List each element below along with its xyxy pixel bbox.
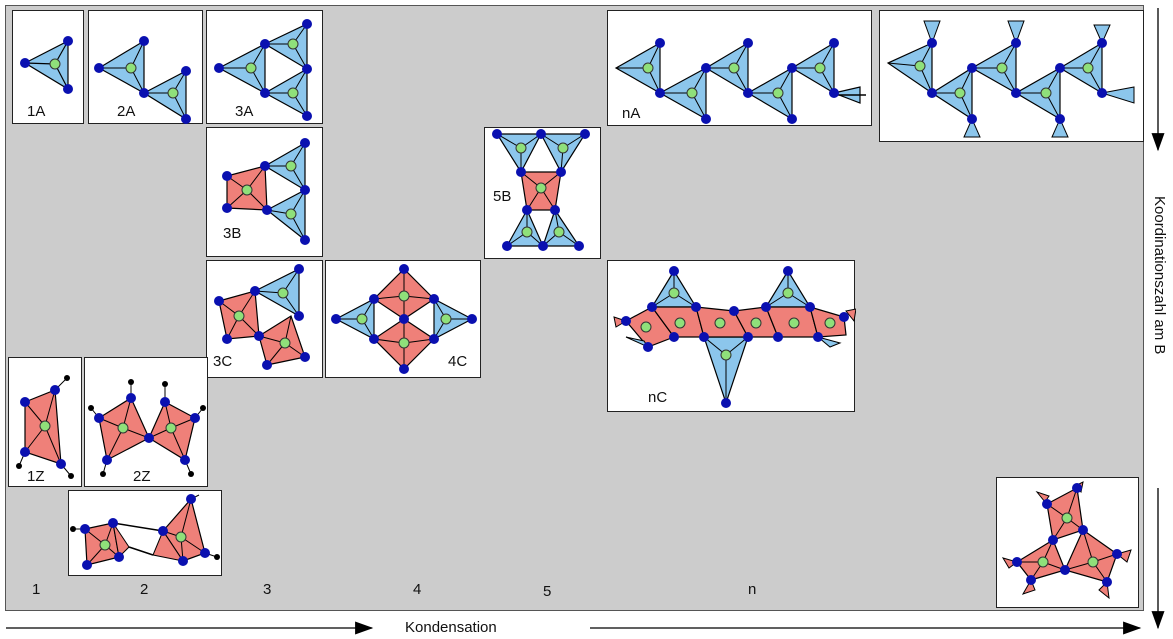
structure-4C: 4C	[325, 260, 481, 378]
structure-2Z-variant-drawing	[70, 494, 220, 570]
column-label-5: 5	[543, 583, 552, 600]
label-3A: 3A	[235, 103, 254, 120]
structure-nA-drawing	[614, 38, 866, 124]
structure-nA: nA	[607, 10, 872, 126]
label-3C: 3C	[213, 353, 233, 370]
structure-5B-drawing	[492, 129, 590, 251]
label-nC: nC	[648, 389, 668, 406]
x-axis-label: Kondensation	[405, 619, 497, 636]
column-label-4: 4	[413, 581, 422, 598]
label-2Z: 2Z	[133, 468, 151, 485]
column-label-1: 1	[32, 581, 41, 598]
label-3B: 3B	[223, 225, 242, 242]
column-label-n: n	[748, 581, 757, 598]
structure-3A-drawing	[214, 19, 312, 121]
structure-5B: 5B	[484, 127, 601, 259]
structure-2Z-drawing	[88, 379, 206, 477]
structure-3B: 3B	[206, 127, 323, 257]
structure-ring-drawing	[1001, 481, 1132, 600]
structure-3C-drawing	[214, 264, 310, 370]
structure-1Z: 1Z	[8, 357, 82, 487]
structure-3B-drawing	[222, 138, 310, 245]
label-1Z: 1Z	[27, 468, 45, 485]
column-label-2: 2	[140, 581, 149, 598]
label-1A: 1A	[27, 103, 46, 120]
structure-nC-drawing	[613, 266, 856, 408]
label-5B: 5B	[493, 188, 512, 205]
label-nA: nA	[622, 105, 641, 122]
structure-nA-variant-drawing	[886, 20, 1135, 138]
structure-3A: 3A	[206, 10, 323, 124]
structure-1A-drawing	[20, 36, 73, 94]
y-axis-label: Koordinationszahl am B	[1151, 196, 1168, 355]
structure-nC: nC	[607, 260, 856, 412]
structure-2Z-variant	[68, 490, 222, 576]
structure-4C-drawing	[331, 264, 477, 374]
label-4C: 4C	[448, 353, 468, 370]
structure-ring	[996, 477, 1139, 608]
structure-1A: 1A	[12, 10, 84, 124]
structure-2Z: 2Z	[84, 357, 208, 487]
column-label-3: 3	[263, 581, 272, 598]
structure-1Z-drawing	[16, 375, 74, 479]
structure-2A: 2A	[88, 10, 203, 124]
structure-2A-drawing	[94, 36, 191, 124]
label-2A: 2A	[117, 103, 136, 120]
nA-chain	[614, 38, 866, 124]
structure-nA-variant	[879, 10, 1144, 142]
structure-3C: 3C	[206, 260, 323, 378]
